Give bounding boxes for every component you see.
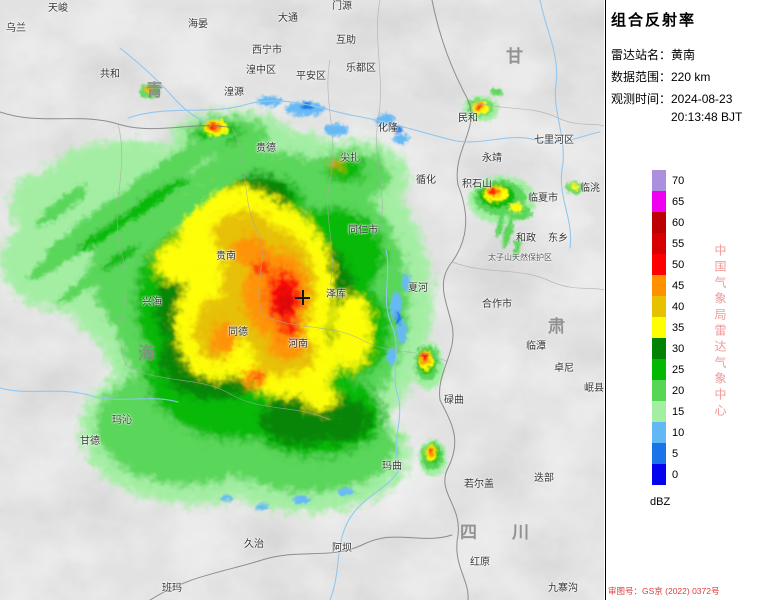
legend-swatch	[652, 296, 666, 317]
legend-swatch	[652, 380, 666, 401]
legend-value: 30	[672, 342, 685, 355]
map-approval-number: 审图号：GS京 (2022) 0372号	[608, 586, 720, 596]
legend-row: 5	[652, 443, 684, 464]
legend-value: 65	[672, 195, 685, 208]
info-panel: 组合反射率 雷达站名：黄南 数据范围：220 km 观测时间：2024-08-2…	[605, 0, 757, 600]
panel-title: 组合反射率	[611, 12, 697, 29]
legend-swatch	[652, 170, 666, 191]
legend-swatch	[652, 191, 666, 212]
legend-row: 65	[652, 191, 684, 212]
legend-value: 5	[672, 447, 679, 460]
legend-value: 45	[672, 279, 685, 292]
legend-value: 60	[672, 216, 685, 229]
legend-row: 20	[652, 380, 684, 401]
legend-swatch	[652, 422, 666, 443]
reflectivity-legend: 70 65 60 55 50 45 40 35 30 25 20 15 10 5 0	[652, 170, 684, 485]
legend-swatch	[652, 359, 666, 380]
station-name-line: 雷达站名：黄南	[611, 48, 696, 62]
legend-swatch	[652, 338, 666, 359]
legend-row: 60	[652, 212, 684, 233]
legend-row: 0	[652, 464, 684, 485]
legend-swatch	[652, 254, 666, 275]
legend-row: 40	[652, 296, 684, 317]
legend-swatch	[652, 233, 666, 254]
legend-swatch	[652, 401, 666, 422]
legend-row: 30	[652, 338, 684, 359]
data-range-line: 数据范围：220 km	[611, 70, 711, 84]
legend-row: 25	[652, 359, 684, 380]
radar-map-canvas	[0, 0, 604, 600]
legend-value: 10	[672, 426, 685, 439]
legend-value: 25	[672, 363, 685, 376]
legend-value: 15	[672, 405, 685, 418]
legend-row: 45	[652, 275, 684, 296]
radar-map: 青海甘肃四川乌兰 天峻 共和 海晏 大通 门源 互助 西宁市 湟中区 平安区 乐都区 湟源 民和 化隆 循化…	[0, 0, 604, 600]
legend-value: 40	[672, 300, 685, 313]
watermark-vertical: 中国气象局雷达气象中心	[713, 244, 727, 420]
legend-value: 50	[672, 258, 685, 271]
obs-time-value: 20:13:48 BJT	[671, 110, 743, 124]
obs-time-line: 观测时间：2024-08-23	[611, 92, 733, 106]
legend-row: 15	[652, 401, 684, 422]
legend-value: 20	[672, 384, 685, 397]
dbz-unit-label: dBZ	[650, 496, 671, 508]
boundary-layer	[0, 0, 604, 600]
legend-swatch	[652, 317, 666, 338]
legend-row: 35	[652, 317, 684, 338]
legend-value: 70	[672, 174, 685, 187]
legend-row: 55	[652, 233, 684, 254]
legend-swatch	[652, 212, 666, 233]
legend-value: 35	[672, 321, 685, 334]
legend-swatch	[652, 443, 666, 464]
legend-row: 50	[652, 254, 684, 275]
radar-echo-layer	[0, 84, 584, 513]
river-layer	[0, 0, 601, 600]
legend-row: 10	[652, 422, 684, 443]
legend-swatch	[652, 275, 666, 296]
legend-swatch	[652, 464, 666, 485]
legend-value: 55	[672, 237, 685, 250]
legend-row: 70	[652, 170, 684, 191]
legend-value: 0	[672, 468, 679, 481]
